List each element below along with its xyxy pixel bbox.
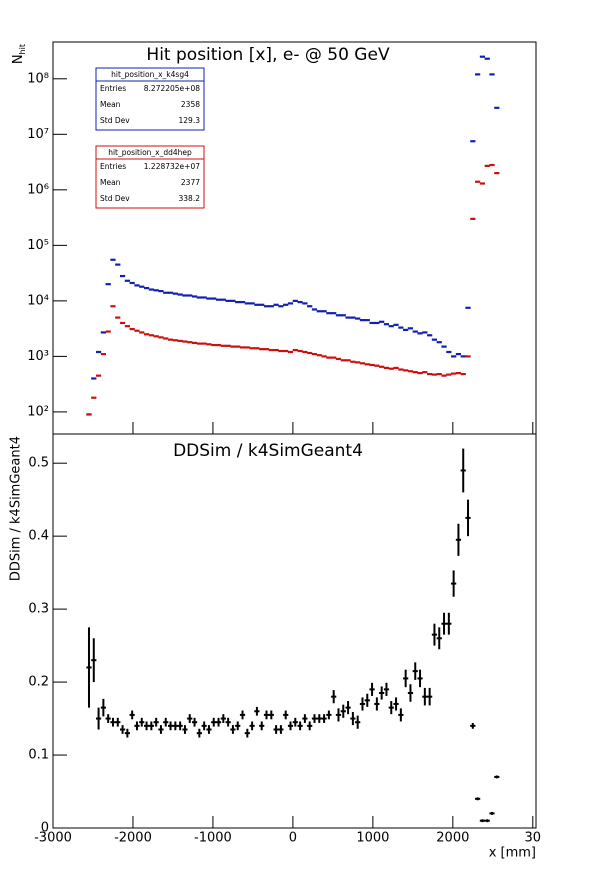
y-tick-label: 0.4 bbox=[28, 529, 49, 544]
y-axis-label-sub: hit bbox=[18, 44, 27, 54]
y-axis-label: Nhit bbox=[11, 44, 27, 64]
legend-label: hit_position_x_dd4hep bbox=[108, 148, 192, 157]
y-tick-label: 0.3 bbox=[28, 602, 49, 617]
stat-value: 129.3 bbox=[179, 116, 201, 125]
y-tick-label: 10⁵ bbox=[27, 238, 49, 253]
stat-value: 1.228732e+07 bbox=[144, 162, 200, 171]
x-tick-label: 0 bbox=[289, 831, 297, 846]
stat-label: Entries bbox=[100, 84, 126, 93]
y-tick-label: 0.1 bbox=[28, 748, 49, 763]
x-tick-label: 1000 bbox=[356, 831, 389, 846]
stat-box bbox=[95, 145, 205, 209]
stat-label: Mean bbox=[100, 178, 121, 187]
y-tick-label: 10³ bbox=[27, 349, 49, 364]
y-tick-label: 0 bbox=[41, 821, 49, 836]
x-tick-label: 30 bbox=[525, 831, 542, 846]
stat-value: 2377 bbox=[181, 178, 200, 187]
x-tick-label: -3000 bbox=[34, 831, 72, 846]
legend-label: hit_position_x_k4sg4 bbox=[111, 70, 189, 79]
y-axis-label: DDSim / k4SimGeant4 bbox=[9, 436, 24, 581]
x-axis-label: x [mm] bbox=[489, 846, 536, 861]
y-tick-label: 10⁸ bbox=[27, 71, 49, 86]
y-tick-label: 10² bbox=[27, 404, 49, 419]
stat-value: 2358 bbox=[181, 100, 200, 109]
stat-label: Std Dev bbox=[100, 194, 130, 203]
y-tick-label: 10⁷ bbox=[27, 127, 49, 142]
y-tick-label: 10⁶ bbox=[27, 182, 49, 197]
y-tick-label: 0.5 bbox=[28, 456, 49, 471]
stat-value: 338.2 bbox=[179, 194, 201, 203]
y-tick-label: 10⁴ bbox=[27, 293, 49, 308]
x-tick-label: 2000 bbox=[436, 831, 469, 846]
y-tick-label: 0.2 bbox=[28, 675, 49, 690]
stat-box bbox=[95, 67, 205, 131]
stat-value: 8.272205e+08 bbox=[144, 84, 200, 93]
x-tick-label: -1000 bbox=[194, 831, 232, 846]
stat-label: Mean bbox=[100, 100, 121, 109]
y-axis-label-main: N bbox=[11, 54, 26, 64]
stat-label: Std Dev bbox=[100, 116, 130, 125]
chart-title: Hit position [x], e- @ 50 GeV bbox=[146, 45, 390, 65]
stat-label: Entries bbox=[100, 162, 126, 171]
plot-frame bbox=[52, 433, 537, 829]
chart-title: DDSim / k4SimGeant4 bbox=[173, 441, 363, 461]
x-tick-label: -2000 bbox=[114, 831, 152, 846]
